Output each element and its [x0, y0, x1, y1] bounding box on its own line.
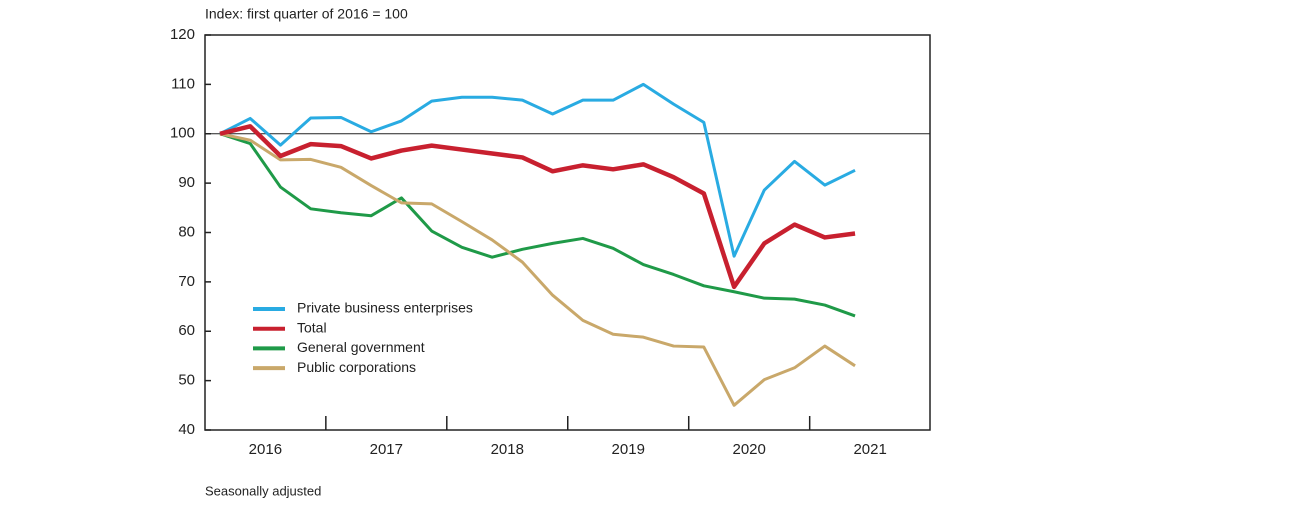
series-line — [219, 82, 856, 258]
y-tick-label: 120 — [170, 26, 195, 43]
y-tick-label: 80 — [178, 223, 195, 240]
series-line — [219, 124, 856, 290]
y-tick-label: 110 — [171, 75, 195, 92]
y-tick-label: 90 — [178, 174, 195, 191]
legend-label: Total — [297, 319, 327, 335]
series-line — [219, 132, 856, 318]
legend-label: Private business enterprises — [297, 300, 473, 316]
y-tick-label: 40 — [178, 421, 195, 438]
x-tick-label: 2016 — [249, 441, 282, 458]
x-tick-label: 2018 — [491, 441, 524, 458]
y-tick-label: 70 — [178, 273, 195, 290]
chart-note: Seasonally adjusted — [205, 483, 321, 498]
x-tick-label: 2020 — [733, 441, 766, 458]
y-tick-label: 60 — [178, 322, 195, 339]
legend-label: Public corporations — [297, 359, 416, 375]
x-tick-label: 2019 — [612, 441, 645, 458]
chart-subtitle: Index: first quarter of 2016 = 100 — [205, 6, 408, 22]
y-tick-label: 100 — [170, 125, 195, 142]
legend-label: General government — [297, 339, 425, 355]
x-tick-label: 2021 — [853, 441, 886, 458]
y-tick-label: 50 — [178, 372, 195, 389]
series-line — [219, 132, 856, 407]
x-tick-label: 2017 — [370, 441, 403, 458]
